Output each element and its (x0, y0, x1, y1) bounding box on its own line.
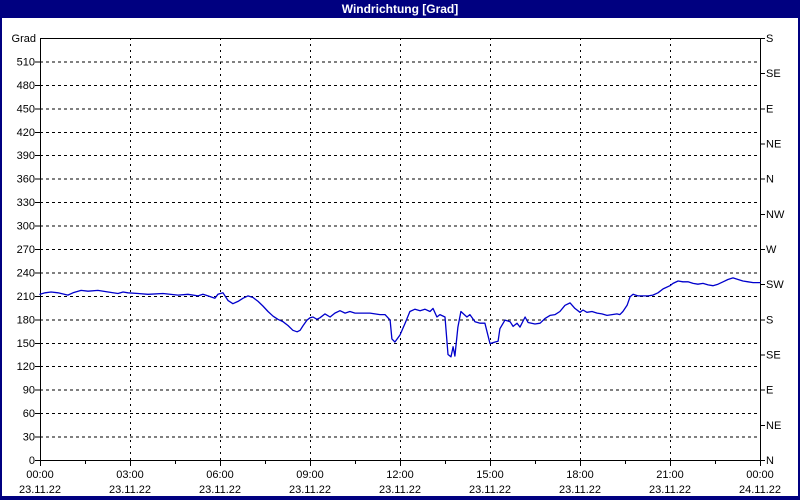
x-axis-time-label: 00:00 (746, 469, 774, 481)
y-axis-tick-label: 300 (17, 221, 35, 233)
x-axis-time-label: 15:00 (476, 469, 504, 481)
x-axis-date-label: 23.11.22 (559, 484, 601, 496)
compass-label: SE (766, 68, 781, 80)
data-line (39, 277, 761, 358)
y-axis-tick-label: 180 (17, 314, 35, 326)
compass-label: SE (766, 350, 781, 362)
compass-label: NE (766, 420, 781, 432)
y-axis-tick-label: 510 (17, 56, 35, 68)
compass-label: NW (766, 209, 785, 221)
window-title-bar: Windrichtung [Grad] (0, 0, 800, 18)
x-axis-time-label: 09:00 (296, 469, 324, 481)
compass-label: S (766, 314, 773, 326)
x-axis-time-label: 00:00 (26, 469, 54, 481)
x-axis-date-label: 24.11.22 (739, 484, 781, 496)
x-axis: 00:00 23.11.22 03:00 23.11.22 06:00 23.11.22 0… (19, 460, 781, 496)
y-axis-unit-label: Grad (12, 33, 36, 45)
y-axis-tick-label: 450 (17, 103, 35, 115)
compass-label: E (766, 103, 773, 115)
y-axis-tick-label: 60 (23, 408, 35, 420)
compass-label: E (766, 385, 773, 397)
x-axis-time-label: 12:00 (386, 469, 414, 481)
compass-label: SW (766, 279, 784, 291)
compass-label: N (766, 174, 774, 186)
x-axis-time-label: 21:00 (656, 469, 684, 481)
compass-label: NE (766, 139, 781, 151)
y-axis-tick-label: 150 (17, 338, 35, 350)
x-axis-date-label: 23.11.22 (649, 484, 691, 496)
y-axis-tick-label: 210 (17, 291, 35, 303)
left-axis: 0 30 60 90 120 150 180 210 240 270 300 330 360 390 420… (12, 33, 40, 467)
x-axis-date-label: 23.11.22 (109, 484, 151, 496)
x-axis-date-label: 23.11.22 (199, 484, 241, 496)
y-axis-tick-label: 480 (17, 80, 35, 92)
y-axis-tick-label: 360 (17, 174, 35, 186)
y-axis-tick-label: 240 (17, 267, 35, 279)
x-gridlines (130, 38, 671, 460)
x-axis-time-label: 03:00 (116, 469, 144, 481)
y-axis-tick-label: 30 (23, 432, 35, 444)
x-axis-date-label: 23.11.22 (469, 484, 511, 496)
y-axis-tick-label: 270 (17, 244, 35, 256)
x-axis-date-label: 23.11.22 (379, 484, 421, 496)
y-axis-tick-label: 120 (17, 361, 35, 373)
y-axis-tick-label: 420 (17, 127, 35, 139)
x-axis-date-label: 23.11.22 (19, 484, 61, 496)
compass-label: S (766, 33, 773, 45)
x-axis-date-label: 23.11.22 (289, 484, 331, 496)
x-axis-time-label: 06:00 (206, 469, 234, 481)
y-axis-tick-label: 90 (23, 385, 35, 397)
x-axis-time-label: 18:00 (566, 469, 594, 481)
window-title: Windrichtung [Grad] (341, 2, 459, 16)
compass-label: N (766, 455, 774, 467)
y-axis-tick-label: 330 (17, 197, 35, 209)
compass-label: W (766, 244, 777, 256)
y-axis-tick-label: 390 (17, 150, 35, 162)
right-axis: N NE E SE S SW W NW N NE E SE S (760, 33, 785, 467)
y-axis-tick-label: 0 (29, 455, 35, 467)
